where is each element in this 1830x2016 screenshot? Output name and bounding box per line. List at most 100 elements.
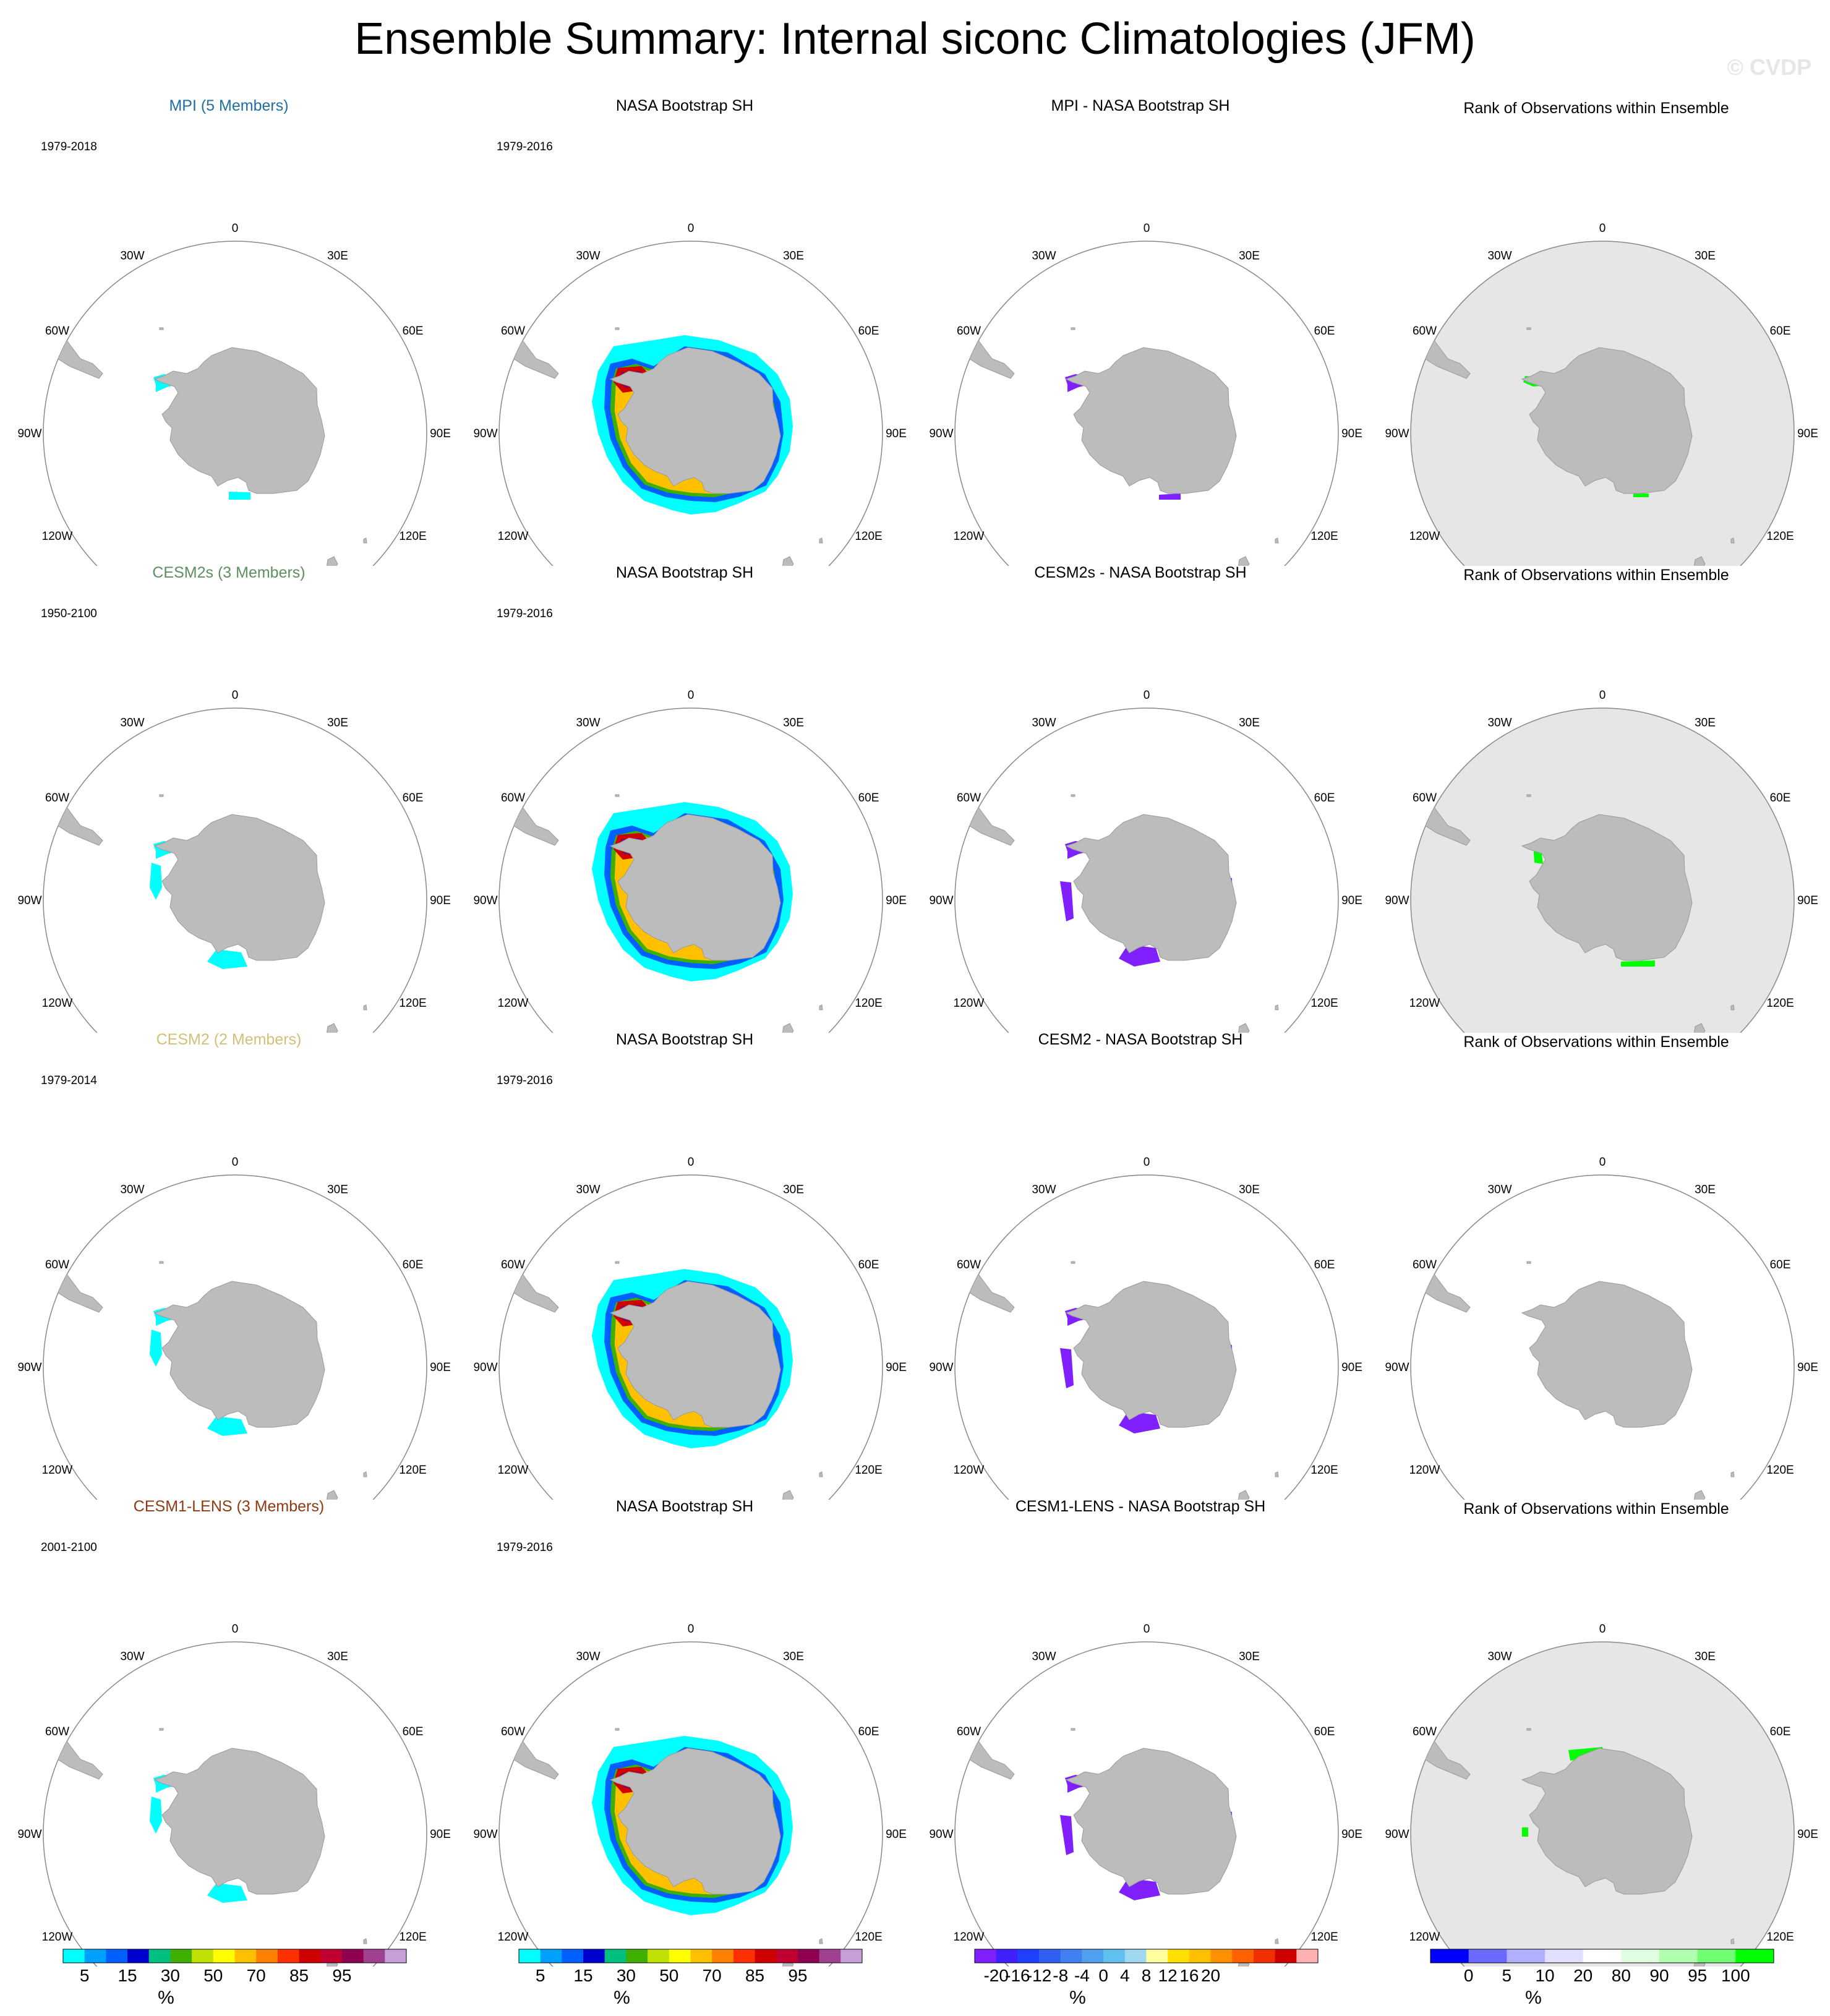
meridian-label: 60W xyxy=(45,1725,69,1738)
polar-map: 030E60E90E120E150E180150W120W90W60W30W xyxy=(929,689,1362,1033)
colorbar-frame xyxy=(974,1949,1319,1963)
meridian-label: 90E xyxy=(886,427,907,440)
colorbar-swatch xyxy=(385,1949,407,1963)
rank-ross xyxy=(1621,960,1655,967)
meridian-label: 0 xyxy=(1599,1623,1606,1636)
colorbar-tick-label: 10 xyxy=(1535,1966,1554,1985)
small-island-land xyxy=(819,1471,823,1477)
south-georgia-land xyxy=(615,1261,620,1264)
colorbar-swatch xyxy=(996,1949,1018,1963)
antarctica-land xyxy=(153,814,325,961)
colorbar-unit-label: % xyxy=(614,1988,630,2008)
new-zealand-north-land xyxy=(782,1023,794,1033)
new-zealand-north-land xyxy=(1238,1490,1250,1500)
polar-map: 030E60E90E120E150E180150W120W90W60W30W xyxy=(17,1623,451,1967)
colorbar-tick-label: -12 xyxy=(1027,1966,1051,1985)
colorbar-unit-label: % xyxy=(1069,1988,1086,2008)
map-panel-obs: 030E60E90E120E150E180150W120W90W60W30WNA… xyxy=(456,563,913,1033)
map-panel-rank: 030E60E90E120E150E180150W120W90W60W30W Ra… xyxy=(1367,96,1825,566)
south-georgia-land xyxy=(1071,327,1075,330)
meridian-label: 90W xyxy=(1385,894,1409,907)
antarctica-land xyxy=(1521,347,1693,494)
colorbar-swatch xyxy=(1296,1949,1319,1963)
colorbar-siconc: 5 15 30 50 70 85 95% xyxy=(456,1942,913,2010)
colorbar-swatch xyxy=(213,1949,235,1963)
difference-amundsen xyxy=(1060,881,1074,921)
meridian-label: 60E xyxy=(403,1258,424,1271)
meridian-label: 120E xyxy=(855,1931,882,1944)
antarctica-land xyxy=(153,1281,325,1428)
colorbar-swatch xyxy=(819,1949,841,1963)
map-panel-diff: 030E60E90E120E150E180150W120W90W60W30WCE… xyxy=(912,1030,1369,1500)
colorbar-tick-label: 70 xyxy=(703,1966,722,1985)
colorbar-tick-label: 50 xyxy=(659,1966,678,1985)
meridian-label: 90E xyxy=(1341,427,1362,440)
meridian-label: 120W xyxy=(498,1931,529,1944)
colorbar-swatch xyxy=(733,1949,756,1963)
panel-title: NASA Bootstrap SH xyxy=(615,564,754,581)
colorbar-tick-label: 20 xyxy=(1201,1966,1220,1985)
polar-map: 030E60E90E120E150E180150W120W90W60W30W xyxy=(1385,222,1818,566)
map-panel-obs: 030E60E90E120E150E180150W120W90W60W30WNA… xyxy=(456,96,913,566)
colorbar-swatch xyxy=(63,1949,85,1963)
small-island-land xyxy=(1275,1471,1279,1477)
panel-title: Rank of Observations within Ensemble xyxy=(1463,100,1729,117)
colorbar-swatch xyxy=(1507,1949,1546,1963)
meridian-label: 30W xyxy=(1487,1650,1511,1663)
small-island-land xyxy=(1275,537,1279,544)
map-panel-rank: 030E60E90E120E150E180150W120W90W60W30WRa… xyxy=(1367,563,1825,1033)
meridian-label: 90E xyxy=(430,894,451,907)
meridian-label: 90E xyxy=(1797,1828,1818,1841)
colorbar-graphic: 5 15 30 50 70 85 95% xyxy=(62,1949,407,2008)
meridian-label: 30W xyxy=(1032,1650,1056,1663)
map-content xyxy=(505,327,823,566)
panel-title: CESM2 - NASA Bootstrap SH xyxy=(1038,1031,1243,1048)
map-content xyxy=(49,794,367,1033)
polar-map: 030E60E90E120E150E180150W120W90W60W30W xyxy=(473,1156,907,1500)
small-island-land xyxy=(363,1938,367,1944)
map-panel-diff: 030E60E90E120E150E180150W120W90W60W30WCE… xyxy=(912,563,1369,1033)
colorbar-tick-label: 85 xyxy=(289,1966,309,1985)
meridian-label: 60E xyxy=(1770,325,1791,338)
colorbar-tick-label: 90 xyxy=(1649,1966,1669,1985)
polar-map: 030E60E90E120E150E180150W120W90W60W30W xyxy=(929,222,1362,566)
meridian-label: 60E xyxy=(1314,792,1335,805)
colorbar-swatch xyxy=(1232,1949,1254,1963)
colorbar-swatch xyxy=(1168,1949,1190,1963)
meridian-label: 30W xyxy=(1032,1183,1056,1196)
antarctica-land xyxy=(1065,1281,1237,1428)
meridian-label: 90W xyxy=(1385,1361,1409,1374)
south-georgia-land xyxy=(159,327,164,330)
colorbar-tick-label: 85 xyxy=(745,1966,764,1985)
meridian-label: 90W xyxy=(473,1828,497,1841)
meridian-label: 90E xyxy=(886,1361,907,1374)
colorbar-difference: -20 -16 -12 -8 -4 0 4 8 12 16 20% xyxy=(912,1942,1369,2010)
antarctica-land xyxy=(1521,1281,1693,1428)
colorbar-swatch xyxy=(1430,1949,1469,1963)
date-range-label: 1979-2014 xyxy=(41,1074,97,1087)
colorbar-swatch xyxy=(540,1949,562,1963)
panel-title: CESM1-LENS - NASA Bootstrap SH xyxy=(1015,1498,1266,1515)
antarctica-land xyxy=(153,347,325,494)
meridian-label: 120W xyxy=(954,1931,985,1944)
colorbar-swatch xyxy=(1146,1949,1168,1963)
meridian-label: 60E xyxy=(858,1258,879,1271)
meridian-label: 0 xyxy=(232,222,239,235)
meridian-label: 30W xyxy=(120,249,144,262)
map-content xyxy=(505,794,823,1033)
colorbar-swatch xyxy=(1468,1949,1507,1963)
antarctica-land xyxy=(1521,1748,1693,1895)
meridian-label: 60W xyxy=(1413,1258,1437,1271)
date-range-label: 1950-2100 xyxy=(41,607,97,620)
meridian-label: 30W xyxy=(576,716,600,729)
colorbar-tick-label: 15 xyxy=(573,1966,592,1985)
meridian-label: 0 xyxy=(1599,1156,1606,1169)
south-georgia-land xyxy=(1071,1728,1075,1731)
colorbar-swatch xyxy=(840,1949,863,1963)
meridian-label: 30E xyxy=(327,1183,348,1196)
map-panel-model: 030E60E90E120E150E180150W120W90W60W30WCE… xyxy=(0,1497,458,1967)
colorbar-swatch xyxy=(1039,1949,1061,1963)
colorbar-swatch xyxy=(1253,1949,1276,1963)
colorbar-graphic: 0 5 10 20 80 90 95 100% xyxy=(1430,1949,1774,2008)
colorbar-tick-label: 95 xyxy=(788,1966,807,1985)
